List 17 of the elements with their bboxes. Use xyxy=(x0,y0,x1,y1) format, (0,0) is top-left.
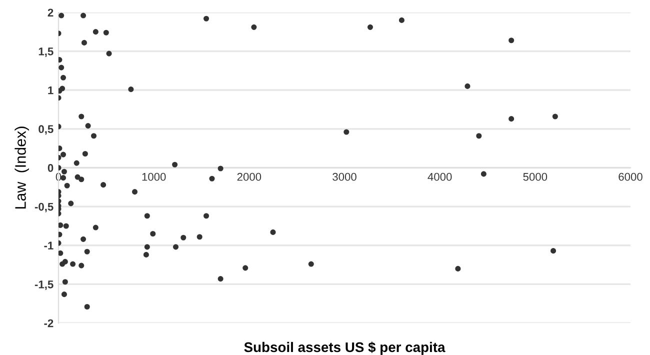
y-tick-label: 1 xyxy=(48,86,54,94)
y-tick-label: -1 xyxy=(44,242,54,250)
x-tick-label: 4000 xyxy=(428,172,452,181)
x-axis-title: Subsoil assets US $ per capita xyxy=(244,342,446,355)
y-tick-label: -0,5 xyxy=(34,202,54,212)
x-tick-label: 3000 xyxy=(332,172,356,181)
y-tick-label: -1,5 xyxy=(34,280,54,290)
y-tick-label: 2 xyxy=(48,8,54,16)
y-tick-label: 1,5 xyxy=(38,48,54,57)
y-axis-title: Law (Index) xyxy=(14,126,29,209)
y-tick-label: 0,5 xyxy=(38,125,54,135)
x-tick-label: 1000 xyxy=(142,172,166,181)
x-tick-label: 6000 xyxy=(618,172,642,181)
y-tick-label: 0 xyxy=(48,164,54,172)
x-tick-label: 2000 xyxy=(237,172,262,181)
y-tick-label: -2 xyxy=(44,319,54,328)
x-tick-label: 5000 xyxy=(523,172,548,181)
